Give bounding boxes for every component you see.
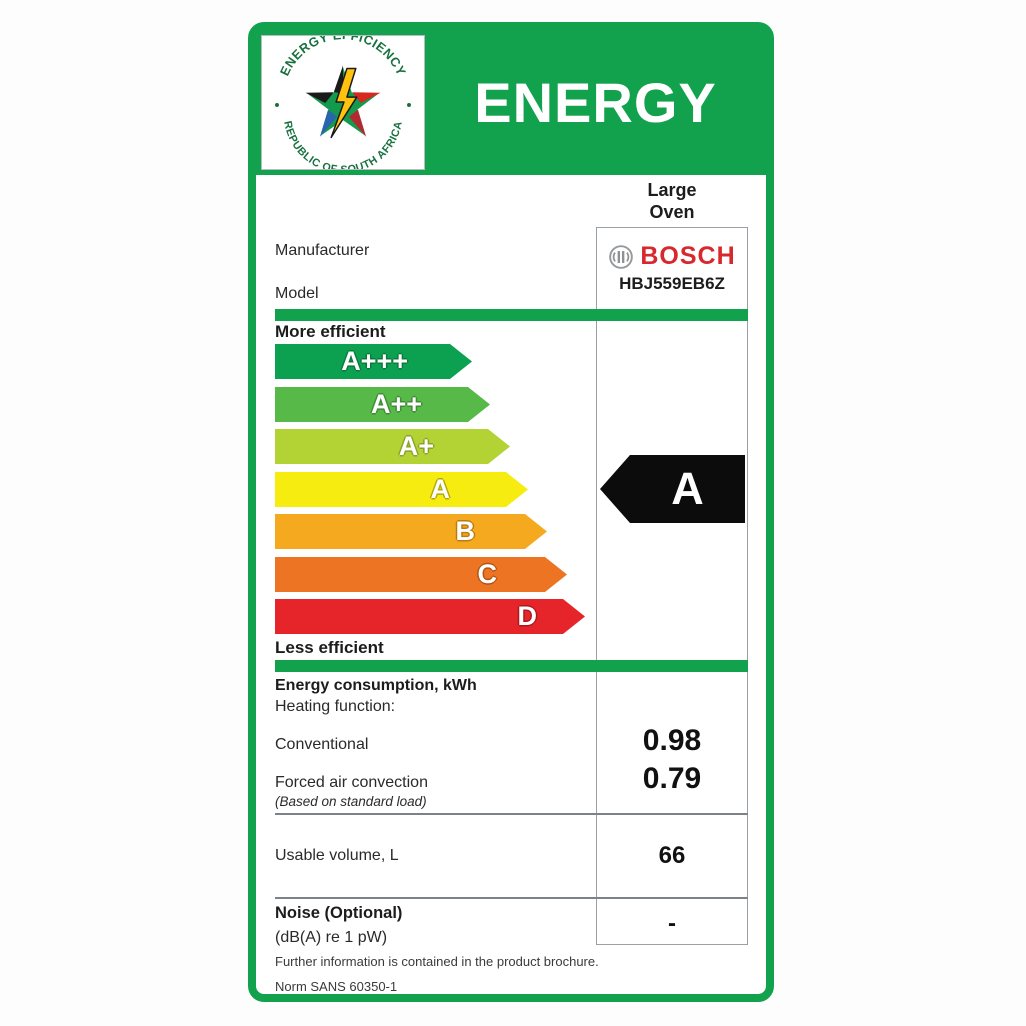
rating-arrow: A <box>600 455 745 523</box>
row-divider-volume <box>275 897 748 899</box>
efficiency-grade-letter: A+ <box>398 431 434 461</box>
sa-energy-efficiency-logo: ENERGY EFFICIENCY REPUBLIC OF SOUTH AFRI… <box>261 35 425 170</box>
usable-volume-label: Usable volume, L <box>275 847 399 864</box>
efficiency-grade-letter: A++ <box>370 389 422 419</box>
brand-name: BOSCH <box>640 242 736 270</box>
sa-logo-seal-icon: ENERGY EFFICIENCY REPUBLIC OF SOUTH AFRI… <box>275 36 411 169</box>
efficiency-arrow-c: C <box>275 557 567 592</box>
norm-reference: Norm SANS 60350-1 <box>275 979 398 994</box>
forced-air-label: Forced air convection <box>275 774 428 791</box>
row-divider-consumption <box>275 813 748 815</box>
energy-label: ENERGY EFFICIENCY REPUBLIC OF SOUTH AFRI… <box>248 22 774 1002</box>
efficiency-grade-letter: A+++ <box>341 346 408 376</box>
efficiency-grade-letter: A <box>430 474 450 504</box>
noise-unit-label: (dB(A) re 1 pW) <box>275 929 388 946</box>
efficiency-arrow-a+: A+ <box>275 429 510 464</box>
heating-function-label: Heating function: <box>275 698 396 715</box>
model-number: HBJ559EB6Z <box>619 274 725 293</box>
efficiency-arrow-d: D <box>275 599 585 634</box>
noise-label: Noise (Optional) <box>275 904 403 922</box>
green-divider-middle <box>275 660 748 672</box>
appliance-category: Large Oven <box>596 179 748 223</box>
bosch-armature-icon <box>609 244 634 269</box>
conventional-value: 0.98 <box>642 724 702 757</box>
efficiency-arrow-b: B <box>275 514 547 549</box>
category-line1: Large <box>647 180 697 200</box>
svg-text:REPUBLIC OF SOUTH AFRICA: REPUBLIC OF SOUTH AFRICA <box>281 120 405 169</box>
more-efficient-label: More efficient <box>275 322 386 341</box>
logo-dot-left <box>275 102 279 107</box>
energy-title: ENERGY <box>474 71 717 134</box>
efficiency-grade-letter: B <box>455 516 475 546</box>
energy-consumption-heading: Energy consumption, kWh <box>275 677 477 694</box>
standard-load-note: (Based on standard load) <box>275 794 427 809</box>
brand-row: BOSCH <box>608 242 735 271</box>
usable-volume-value: 66 <box>658 842 686 869</box>
conventional-label: Conventional <box>275 736 369 753</box>
efficiency-arrow-a+++: A+++ <box>275 344 472 379</box>
label-header: ENERGY EFFICIENCY REPUBLIC OF SOUTH AFRI… <box>256 30 766 175</box>
manufacturer-label: Manufacturer <box>275 242 370 259</box>
rating-letter: A <box>671 463 704 514</box>
category-line2: Oven <box>649 202 695 222</box>
efficiency-arrow-a++: A++ <box>275 387 490 422</box>
less-efficient-label: Less efficient <box>275 638 384 657</box>
efficiency-grade-letter: C <box>477 559 497 589</box>
forced-air-value: 0.79 <box>642 762 702 795</box>
efficiency-arrow-a: A <box>275 472 528 507</box>
further-info-note: Further information is contained in the … <box>275 954 599 969</box>
logo-arc-bottom-text: REPUBLIC OF SOUTH AFRICA <box>281 120 404 169</box>
green-divider-top <box>275 309 748 321</box>
model-label: Model <box>275 285 319 302</box>
multicolor-star-icon <box>304 64 382 139</box>
noise-value: - <box>668 910 676 937</box>
values-column-box <box>596 227 748 945</box>
brand-box: BOSCH HBJ559EB6Z <box>597 228 747 308</box>
efficiency-grade-letter: D <box>517 601 537 631</box>
logo-dot-right <box>407 102 411 107</box>
